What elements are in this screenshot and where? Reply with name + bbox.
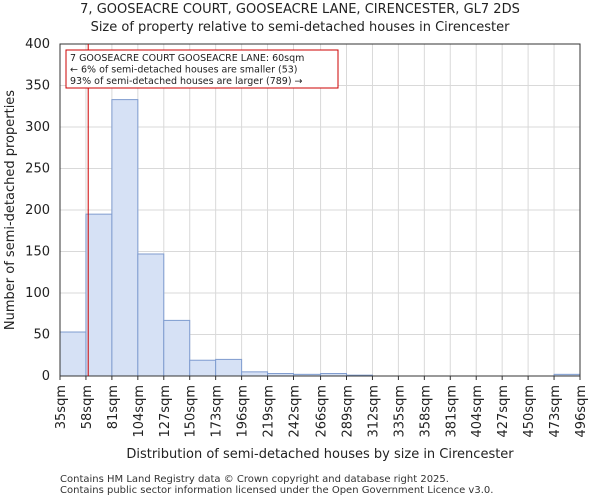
y-tick-label: 350 xyxy=(25,79,50,94)
annotation-line: 93% of semi-detached houses are larger (… xyxy=(70,76,303,87)
x-tick-label: 81sqm xyxy=(106,385,121,429)
y-tick-label: 50 xyxy=(33,328,50,343)
x-tick-label: 381sqm xyxy=(444,385,459,438)
x-tick-label: 427sqm xyxy=(496,385,511,438)
x-tick-label: 219sqm xyxy=(262,385,277,438)
histogram-bar xyxy=(215,358,243,377)
annotation-line: ← 6% of semi-detached houses are smaller… xyxy=(70,65,298,76)
histogram-bar xyxy=(137,253,165,377)
x-tick-label: 58sqm xyxy=(80,385,95,429)
annotation-line: 7 GOOSEACRE COURT GOOSEACRE LANE: 60sqm xyxy=(70,53,304,64)
footer-line-2: Contains public sector information licen… xyxy=(60,485,494,496)
x-tick-label: 358sqm xyxy=(418,385,433,438)
y-tick-label: 100 xyxy=(25,286,50,301)
x-tick-label: 127sqm xyxy=(158,385,173,438)
y-tick-label: 400 xyxy=(25,37,50,52)
x-tick-label: 289sqm xyxy=(341,385,356,438)
histogram-bar xyxy=(241,371,269,377)
x-tick-label: 496sqm xyxy=(574,385,589,438)
x-tick-label: 35sqm xyxy=(54,385,69,429)
x-tick-label: 173sqm xyxy=(210,385,225,438)
y-tick-label: 150 xyxy=(25,245,50,260)
annotation-box xyxy=(65,49,339,89)
chart-title: 7, GOOSEACRE COURT, GOOSEACRE LANE, CIRE… xyxy=(80,2,520,17)
footer-line-1: Contains HM Land Registry data © Crown c… xyxy=(60,474,449,485)
x-tick-label: 104sqm xyxy=(132,385,147,438)
x-tick-label: 150sqm xyxy=(184,385,199,438)
histogram-bar xyxy=(85,213,113,377)
x-tick-label: 473sqm xyxy=(548,385,563,438)
y-tick-label: 250 xyxy=(25,162,50,177)
x-tick-label: 242sqm xyxy=(287,385,302,438)
y-axis-label: Number of semi-detached properties xyxy=(3,90,18,330)
x-tick-label: 196sqm xyxy=(236,385,251,438)
y-tick-label: 0 xyxy=(42,369,50,384)
histogram-bar xyxy=(111,99,139,377)
x-tick-label: 312sqm xyxy=(366,385,381,438)
histogram-bar xyxy=(163,319,191,377)
x-tick-label: 335sqm xyxy=(392,385,407,438)
plot-frame xyxy=(59,43,581,377)
x-axis-label: Distribution of semi-detached houses by … xyxy=(126,447,514,462)
y-tick-label: 200 xyxy=(25,203,50,218)
histogram-bar xyxy=(59,331,87,377)
x-tick-label: 450sqm xyxy=(522,385,537,438)
histogram-chart: 0 50 100 150 200 250 300 350 400 35sqm 58sqm 81sqm 1… xyxy=(3,37,589,462)
x-tick-label: 266sqm xyxy=(315,385,330,438)
x-tick-label: 404sqm xyxy=(470,385,485,438)
histogram-bar xyxy=(189,359,217,377)
chart-subtitle: Size of property relative to semi-detach… xyxy=(90,20,510,35)
y-tick-label: 300 xyxy=(25,120,50,135)
